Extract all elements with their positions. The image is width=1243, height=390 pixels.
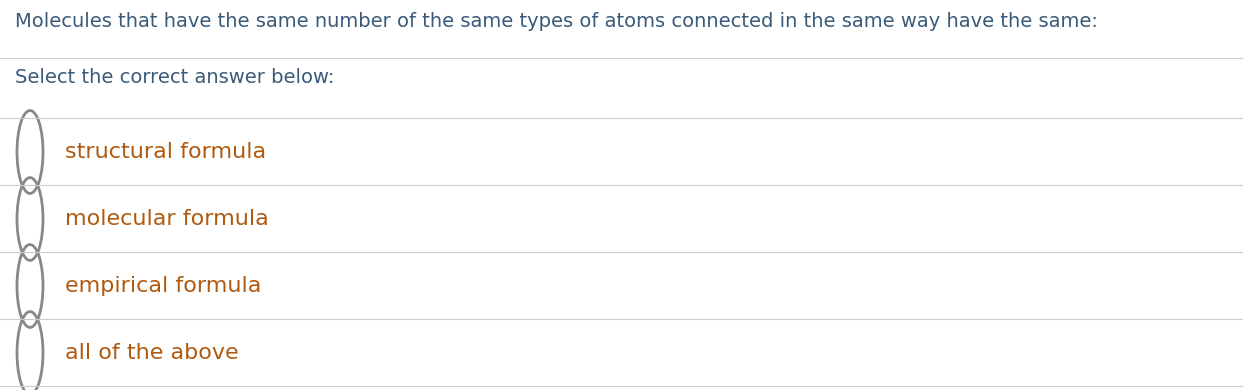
Text: Molecules that have the same number of the same types of atoms connected in the : Molecules that have the same number of t… <box>15 12 1098 31</box>
Text: Select the correct answer below:: Select the correct answer below: <box>15 68 334 87</box>
Text: molecular formula: molecular formula <box>65 209 268 229</box>
Text: structural formula: structural formula <box>65 142 266 162</box>
Text: all of the above: all of the above <box>65 343 239 363</box>
Text: empirical formula: empirical formula <box>65 276 261 296</box>
